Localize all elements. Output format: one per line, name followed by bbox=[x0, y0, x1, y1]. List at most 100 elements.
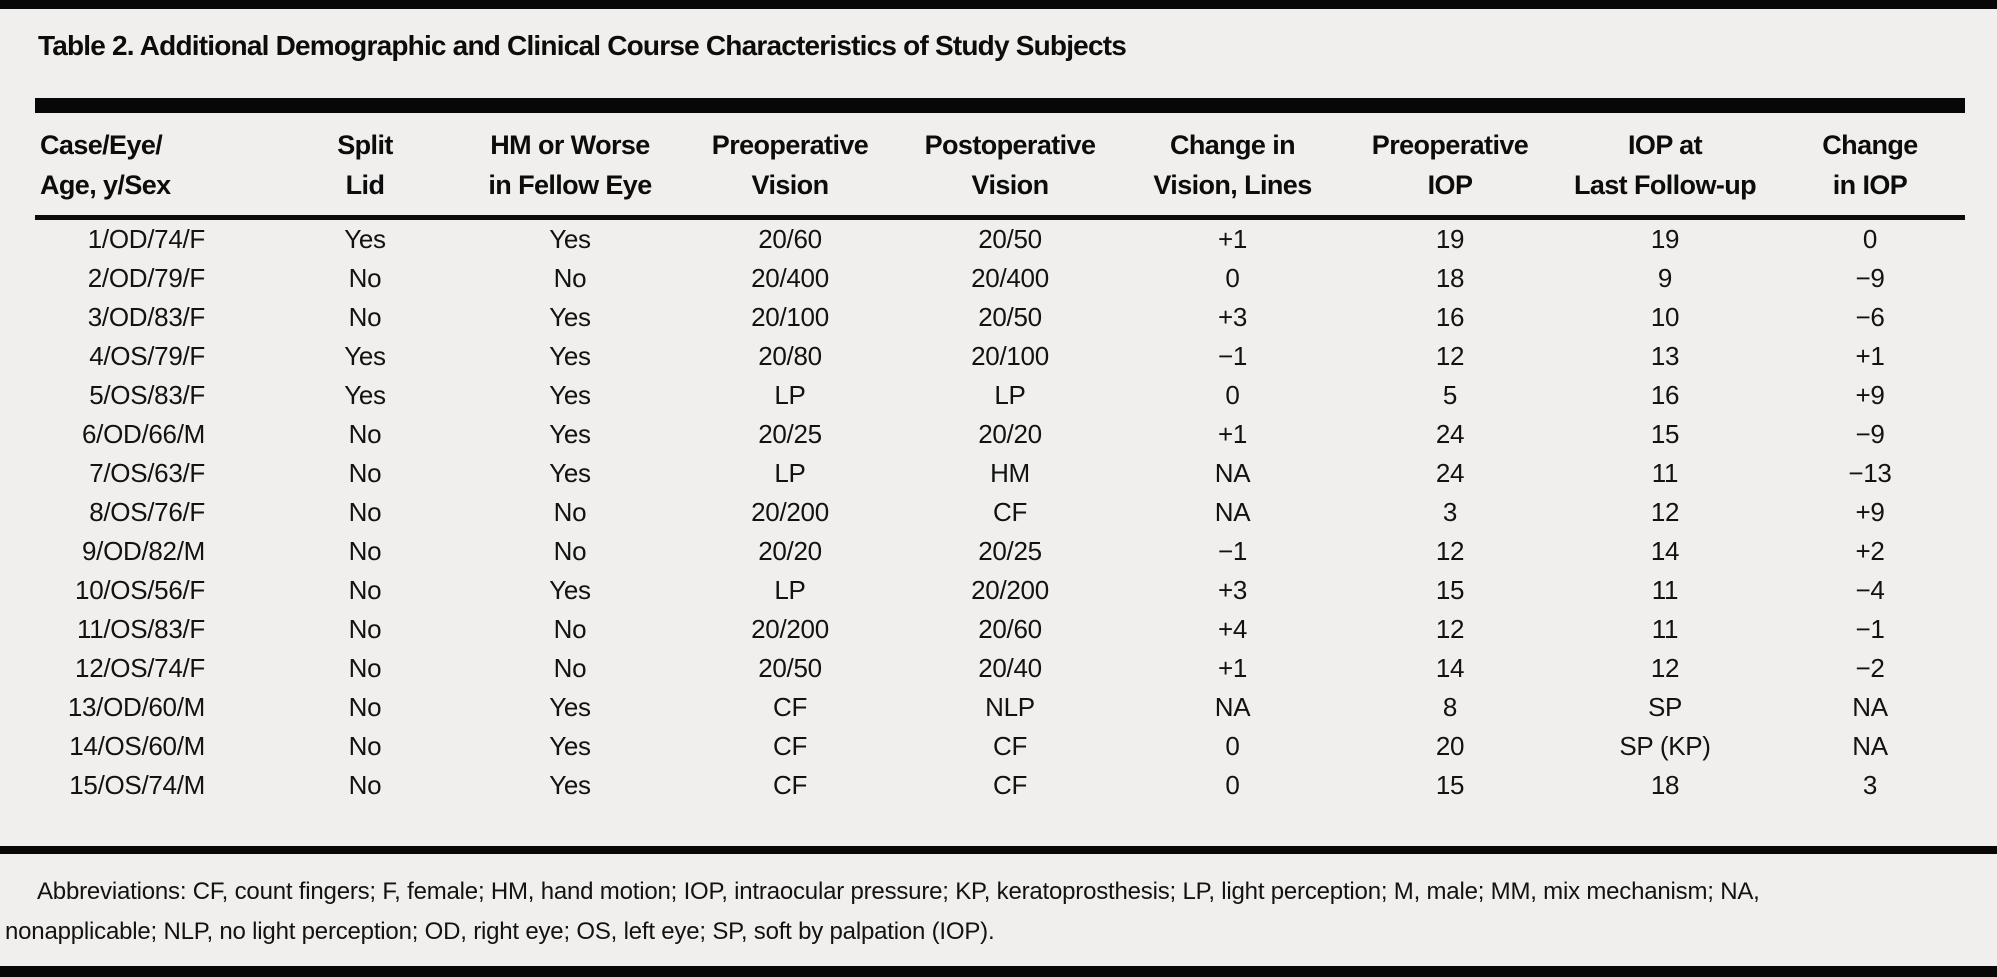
table-top-rule bbox=[35, 98, 1965, 113]
table-cell: CF bbox=[772, 770, 808, 800]
table-cell: +3 bbox=[1217, 575, 1248, 605]
table-cell: +1 bbox=[1217, 653, 1248, 683]
table-row: 13/OD/60/M No Yes CF NLP NA 8 SP NA bbox=[35, 688, 1965, 727]
table-cell: −1 bbox=[1855, 614, 1885, 644]
table-cell: 15 bbox=[1650, 419, 1680, 449]
column-header-line1: Case/Eye/ bbox=[40, 130, 163, 160]
table-cell: No bbox=[348, 653, 382, 683]
column-header: Case/Eye/Age, y/Sex bbox=[35, 113, 270, 218]
table-cell: −2 bbox=[1855, 653, 1885, 683]
table-cell: No bbox=[348, 575, 382, 605]
column-header-line2: Vision bbox=[751, 170, 830, 200]
case-id: 6/OD/66/M bbox=[81, 419, 205, 449]
table-cell: 20/50 bbox=[978, 224, 1042, 254]
case-id: 13/OD/60/M bbox=[67, 692, 205, 722]
table-cell: 19 bbox=[1650, 224, 1680, 254]
table-cell: 20/80 bbox=[758, 341, 822, 371]
table-cell: 13 bbox=[1650, 341, 1680, 371]
column-header: Preoperative Vision bbox=[680, 113, 900, 218]
case-id: 9/OD/82/M bbox=[81, 536, 205, 566]
column-header: Postoperative Vision bbox=[900, 113, 1120, 218]
case-id: 2/OD/79/F bbox=[87, 263, 206, 293]
table-cell: Yes bbox=[549, 302, 591, 332]
table-title: Table 2. Additional Demographic and Clin… bbox=[38, 30, 1127, 61]
table-cell: 20/60 bbox=[758, 224, 822, 254]
table-cell: 16 bbox=[1435, 302, 1465, 332]
table-cell: No bbox=[553, 653, 587, 683]
column-header-line2: Lid bbox=[345, 170, 385, 200]
table-cell: 12/OS/74/F bbox=[35, 649, 270, 688]
table-cell: 3/OD/83/F bbox=[35, 298, 270, 337]
table-cell: 16 bbox=[1650, 380, 1680, 410]
table-container: Case/Eye/Age, y/Sex Split Lid HM or Worse in… bbox=[35, 98, 1965, 805]
table-cell: Yes bbox=[549, 731, 591, 761]
table-cell: +1 bbox=[1855, 341, 1885, 371]
table-cell: 20 bbox=[1435, 731, 1465, 761]
table-cell: −9 bbox=[1855, 263, 1885, 293]
table-cell: 4/OS/79/F bbox=[35, 337, 270, 376]
table-row: 4/OS/79/F Yes Yes 20/80 20/100 −1 12 13 +1 bbox=[35, 337, 1965, 376]
column-header-line2: Vision, Lines bbox=[1153, 170, 1312, 200]
table-cell: 24 bbox=[1435, 458, 1465, 488]
table-cell: NA bbox=[1214, 497, 1251, 527]
table-cell: 15/OS/74/M bbox=[35, 766, 270, 805]
table-row: 2/OD/79/F No No 20/400 20/400 0 18 9 −9 bbox=[35, 259, 1965, 298]
table-cell: Yes bbox=[549, 770, 591, 800]
table-cell: NLP bbox=[985, 692, 1035, 722]
column-header: Split Lid bbox=[270, 113, 460, 218]
table-cell: CF bbox=[992, 770, 1028, 800]
table-cell: 15 bbox=[1435, 575, 1465, 605]
table-cell: 13/OD/60/M bbox=[35, 688, 270, 727]
table-cell: 8 bbox=[1442, 692, 1458, 722]
table-row: 14/OS/60/M No Yes CF CF 0 20 SP (KP) NA bbox=[35, 727, 1965, 766]
table-cell: Yes bbox=[549, 419, 591, 449]
table-row: 11/OS/83/F No No 20/200 20/60 +4 12 11 −1 bbox=[35, 610, 1965, 649]
case-id: 4/OS/79/F bbox=[89, 341, 205, 371]
table-cell: NA bbox=[1852, 692, 1888, 722]
column-header-line2: Vision bbox=[971, 170, 1050, 200]
table-cell: 8/OS/76/F bbox=[35, 493, 270, 532]
case-id: 7/OS/63/F bbox=[89, 458, 205, 488]
table-row: 10/OS/56/F No Yes LP 20/200 +3 15 11 −4 bbox=[35, 571, 1965, 610]
table-cell: −6 bbox=[1855, 302, 1885, 332]
table-cell: Yes bbox=[549, 692, 591, 722]
table-cell: 3 bbox=[1862, 770, 1878, 800]
table-cell: +9 bbox=[1855, 380, 1885, 410]
case-id: 14/OS/60/M bbox=[69, 731, 205, 761]
table-cell: +4 bbox=[1217, 614, 1248, 644]
table-cell: SP (KP) bbox=[1619, 731, 1711, 761]
table-cell: 10 bbox=[1650, 302, 1680, 332]
case-id: 10/OS/56/F bbox=[75, 575, 205, 605]
table-cell: Yes bbox=[549, 458, 591, 488]
table-cell: 20/20 bbox=[978, 419, 1042, 449]
table-cell: 5/OS/83/F bbox=[35, 376, 270, 415]
table-cell: 14 bbox=[1435, 653, 1465, 683]
table-cell: NA bbox=[1852, 731, 1888, 761]
table-cell: 2/OD/79/F bbox=[35, 259, 270, 298]
column-header-line2: in Fellow Eye bbox=[488, 170, 652, 200]
table-cell: No bbox=[348, 419, 382, 449]
table-cell: CF bbox=[772, 731, 808, 761]
table-cell: No bbox=[348, 497, 382, 527]
table-cell: 1/OD/74/F bbox=[35, 218, 270, 260]
table-cell: 14 bbox=[1650, 536, 1680, 566]
table-row: 12/OS/74/F No No 20/50 20/40 +1 14 12 −2 bbox=[35, 649, 1965, 688]
table-cell: 14/OS/60/M bbox=[35, 727, 270, 766]
table-cell: 18 bbox=[1435, 263, 1465, 293]
table-cell: +1 bbox=[1217, 224, 1248, 254]
table-cell: NA bbox=[1214, 458, 1251, 488]
case-id: 5/OS/83/F bbox=[89, 380, 205, 410]
column-header-line2: Age, y/Sex bbox=[40, 170, 171, 200]
table-cell: 20/200 bbox=[751, 497, 829, 527]
table-cell: 9/OD/82/M bbox=[35, 532, 270, 571]
table-cell: 20/50 bbox=[758, 653, 822, 683]
table-cell: LP bbox=[774, 458, 806, 488]
table-cell: No bbox=[553, 536, 587, 566]
table-cell: 10/OS/56/F bbox=[35, 571, 270, 610]
table-cell: Yes bbox=[549, 575, 591, 605]
table-cell: No bbox=[348, 263, 382, 293]
table-cell: No bbox=[348, 614, 382, 644]
table-cell: LP bbox=[774, 380, 806, 410]
table-cell: 20/200 bbox=[751, 614, 829, 644]
table-cell: 11/OS/83/F bbox=[35, 610, 270, 649]
